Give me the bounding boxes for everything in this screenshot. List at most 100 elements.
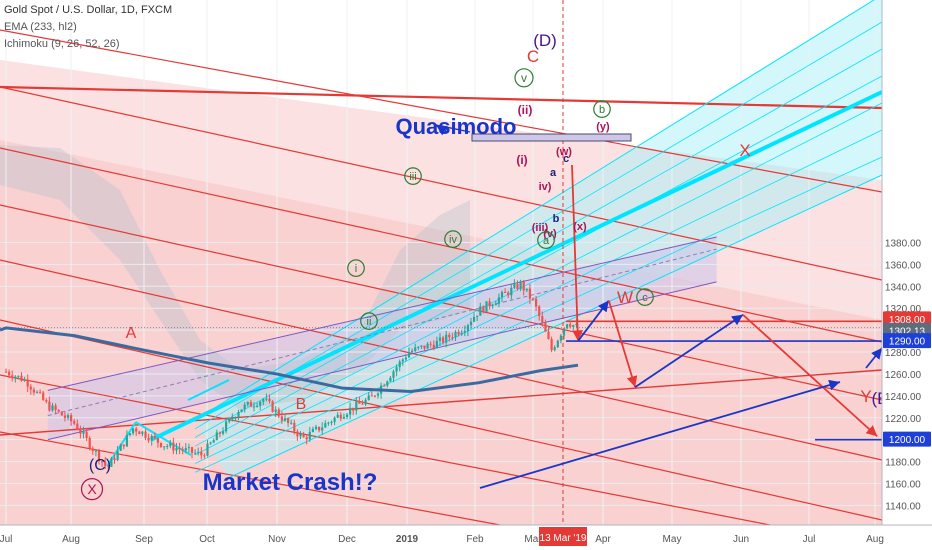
candle-body — [550, 339, 553, 351]
candle-body — [113, 458, 116, 460]
candle-body — [277, 409, 280, 417]
candle-body — [166, 445, 169, 447]
x-tick-label: Jul — [803, 534, 816, 545]
candle-body — [169, 442, 172, 446]
wave-iv-circle-label: iv — [449, 234, 457, 246]
market-crash-label: Market Crash!? — [203, 469, 378, 496]
wave-iii-circle-label-ring — [404, 167, 422, 185]
candle-body — [389, 377, 392, 382]
candle-body — [8, 371, 11, 376]
candle-body — [104, 461, 107, 466]
quasimodo-zone — [471, 133, 632, 142]
candle-body — [57, 409, 60, 412]
trend-lines — [0, 0, 883, 526]
candle-body — [283, 418, 287, 421]
candles — [4, 279, 578, 472]
candle-body — [212, 440, 215, 443]
wave-i-label: (i) — [516, 153, 527, 167]
wave-Y-label: Y — [860, 387, 871, 406]
wave-ii-label: (ii) — [518, 103, 533, 117]
x-tick-label: Nov — [268, 534, 286, 545]
candle-body — [429, 343, 432, 345]
candle-body — [507, 292, 510, 296]
candle-body — [473, 316, 476, 322]
wave-v-label: v — [521, 71, 527, 85]
candle-body — [411, 350, 414, 353]
candle-body — [460, 332, 463, 335]
candle-body — [345, 414, 349, 417]
wave-b-circle-label: b — [599, 104, 605, 116]
cyan-channel-line — [195, 75, 883, 447]
candle-body — [252, 406, 256, 408]
x-tick-label: Dec — [338, 534, 356, 545]
y-tick-label: 1320.00 — [885, 304, 922, 315]
price-label: 1308.00 — [889, 315, 926, 326]
candle-body — [302, 433, 305, 438]
candle-body — [54, 405, 57, 410]
projection-arrow — [571, 164, 584, 342]
candle-body — [88, 437, 91, 449]
wave-v-label-ring — [514, 68, 534, 88]
candle-body — [215, 432, 218, 441]
candle-body — [426, 343, 429, 349]
candle-body — [23, 379, 26, 381]
candle-body — [107, 465, 110, 467]
candle-body — [497, 297, 500, 304]
candle-body — [237, 412, 240, 418]
candle-body — [249, 401, 252, 407]
wave-X-circle-label: X — [87, 481, 97, 497]
candle-body — [485, 301, 488, 312]
indicator-ichimoku-label: Ichimoku (9, 26, 52, 26) — [4, 38, 120, 50]
candle-body — [175, 448, 178, 451]
ema-line — [0, 326, 579, 393]
channel-fills — [0, 0, 882, 525]
wave-X-label: X — [739, 141, 750, 160]
candle-body — [125, 435, 128, 447]
candle-body — [488, 301, 491, 307]
candle-body — [271, 401, 274, 412]
x-tick-labels: Jul Aug Sep Oct Nov Dec 2019 Feb Mar Apr May Jun Jul… — [0, 534, 884, 545]
candle-body — [367, 395, 370, 400]
candle-body — [479, 306, 482, 316]
red-line — [0, 374, 771, 526]
time-axis[interactable] — [0, 525, 932, 550]
wave-b-circle-label-ring — [593, 100, 611, 119]
candle-body — [94, 450, 97, 452]
projection-arrow — [865, 347, 883, 369]
red-line — [0, 319, 883, 521]
candle-body — [48, 401, 51, 411]
wave-W-label: W — [617, 288, 633, 307]
candle-body — [569, 324, 572, 327]
wave-b-small-label: b — [553, 213, 560, 225]
candle-body — [423, 345, 426, 349]
price-label: 1302.13 — [889, 326, 926, 337]
x-tick-label: Aug — [866, 534, 884, 545]
candle-body — [457, 331, 460, 335]
grid — [0, 0, 882, 525]
candle-body — [392, 371, 395, 378]
red-line — [0, 147, 883, 343]
candle-body — [525, 288, 528, 291]
candle-body — [181, 449, 184, 451]
candle-body — [101, 461, 104, 463]
y-tick-label: 1140.00 — [885, 501, 921, 512]
price-label-box — [883, 333, 931, 349]
wave-iii-circle-label: iii — [409, 171, 416, 183]
candle-body — [383, 385, 386, 387]
projection-arrow — [435, 124, 449, 136]
x-tick-label: Jul — [0, 534, 12, 545]
projection-arrow — [634, 314, 744, 388]
candle-body — [476, 315, 479, 317]
candle-body — [259, 401, 262, 406]
wave-a-circle-label-ring — [537, 231, 555, 249]
y-tick-label: 1280.00 — [885, 348, 922, 359]
candle-body — [445, 334, 448, 343]
candle-body — [494, 303, 497, 306]
projection-arrows — [435, 124, 883, 489]
candle-body — [504, 291, 507, 293]
candle-body — [559, 335, 562, 341]
candle-body — [333, 417, 336, 422]
candle-body — [547, 331, 550, 340]
